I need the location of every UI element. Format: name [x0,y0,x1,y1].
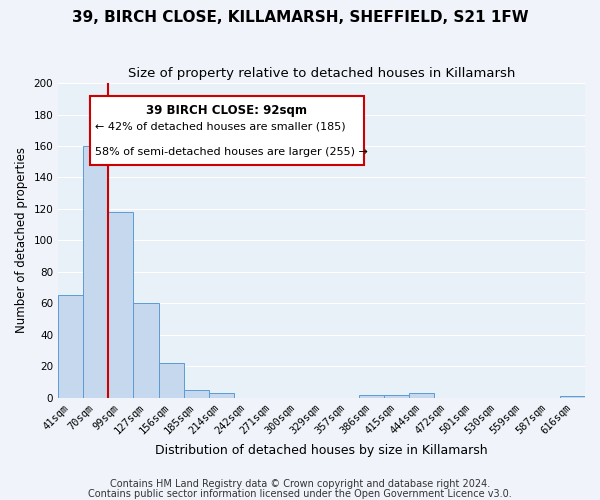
Text: Contains HM Land Registry data © Crown copyright and database right 2024.: Contains HM Land Registry data © Crown c… [110,479,490,489]
Bar [58,296,83,398]
Bar [158,363,184,398]
Y-axis label: Number of detached properties: Number of detached properties [15,148,28,334]
X-axis label: Distribution of detached houses by size in Killamarsh: Distribution of detached houses by size … [155,444,488,458]
Text: Contains public sector information licensed under the Open Government Licence v3: Contains public sector information licen… [88,489,512,499]
Text: ← 42% of detached houses are smaller (185): ← 42% of detached houses are smaller (18… [95,121,346,131]
Bar [359,394,385,398]
Title: Size of property relative to detached houses in Killamarsh: Size of property relative to detached ho… [128,68,515,80]
Bar [133,304,158,398]
Text: 58% of semi-detached houses are larger (255) →: 58% of semi-detached houses are larger (… [95,148,368,158]
Bar [409,393,434,398]
Text: 39, BIRCH CLOSE, KILLAMARSH, SHEFFIELD, S21 1FW: 39, BIRCH CLOSE, KILLAMARSH, SHEFFIELD, … [71,10,529,25]
Text: 39 BIRCH CLOSE: 92sqm: 39 BIRCH CLOSE: 92sqm [146,104,307,117]
FancyBboxPatch shape [90,96,364,165]
Bar [209,393,234,398]
Bar [109,212,133,398]
Bar [83,146,109,398]
Bar [184,390,209,398]
Bar [560,396,585,398]
Bar [385,394,409,398]
